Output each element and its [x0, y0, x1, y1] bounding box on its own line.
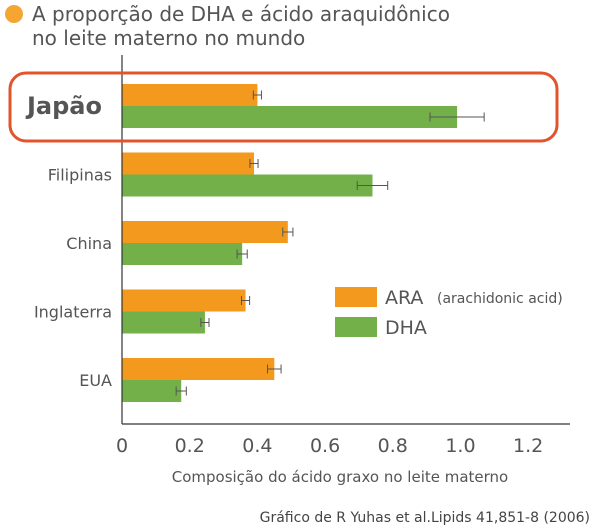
category-label-inglaterra: Inglaterra: [34, 303, 112, 322]
chart-title-line-1: A proporção de DHA e ácido araquidônico: [32, 2, 450, 26]
bars-group: [122, 84, 485, 402]
category-label-filipinas: Filipinas: [48, 166, 112, 185]
legend: ARA (arachidonic acid) DHA: [335, 287, 563, 339]
x-tick-label-0-6: 0.6: [310, 435, 340, 457]
highlight-box-japao: [8, 71, 559, 143]
title-marker-dot: [5, 5, 23, 23]
bar-ara-inglaterra: [122, 289, 246, 312]
x-tick-label-0: 0: [116, 435, 128, 457]
bar-ara-japao: [122, 84, 258, 106]
legend-description-ara: (arachidonic acid): [437, 291, 563, 307]
category-labels: Japão Filipinas China Inglaterra EUA: [25, 92, 112, 390]
category-label-japao: Japão: [25, 92, 102, 120]
x-tick-label-0-4: 0.4: [242, 435, 272, 457]
legend-label-ara: ARA: [385, 287, 423, 309]
bar-dha-inglaterra: [122, 311, 205, 334]
bar-ara-china: [122, 221, 288, 243]
bar-ara-filipinas: [122, 152, 254, 175]
x-tick-label-1-2: 1.2: [513, 435, 543, 457]
category-label-china: China: [66, 234, 112, 253]
legend-swatch-dha: [335, 317, 377, 337]
x-ticks: 0 0.2 0.4 0.6 0.8 1.0 1.2: [116, 435, 543, 457]
bar-dha-eua: [122, 380, 182, 402]
category-label-eua: EUA: [79, 371, 112, 390]
bar-dha-japao: [122, 106, 458, 128]
bar-dha-china: [122, 243, 243, 265]
legend-label-dha: DHA: [385, 317, 427, 339]
chart-title-line-2: no leite materno no mundo: [32, 26, 305, 50]
source-citation: Gráfico de R Yuhas et al.Lipids 41,851-8…: [260, 510, 590, 526]
x-tick-label-1-0: 1.0: [445, 435, 475, 457]
bar-dha-filipinas: [122, 174, 373, 197]
x-axis-label: Composição do ácido graxo no leite mater…: [172, 468, 509, 486]
legend-swatch-ara: [335, 287, 377, 307]
bar-ara-eua: [122, 358, 275, 380]
x-tick-label-0-8: 0.8: [378, 435, 408, 457]
x-tick-label-0-2: 0.2: [175, 435, 205, 457]
